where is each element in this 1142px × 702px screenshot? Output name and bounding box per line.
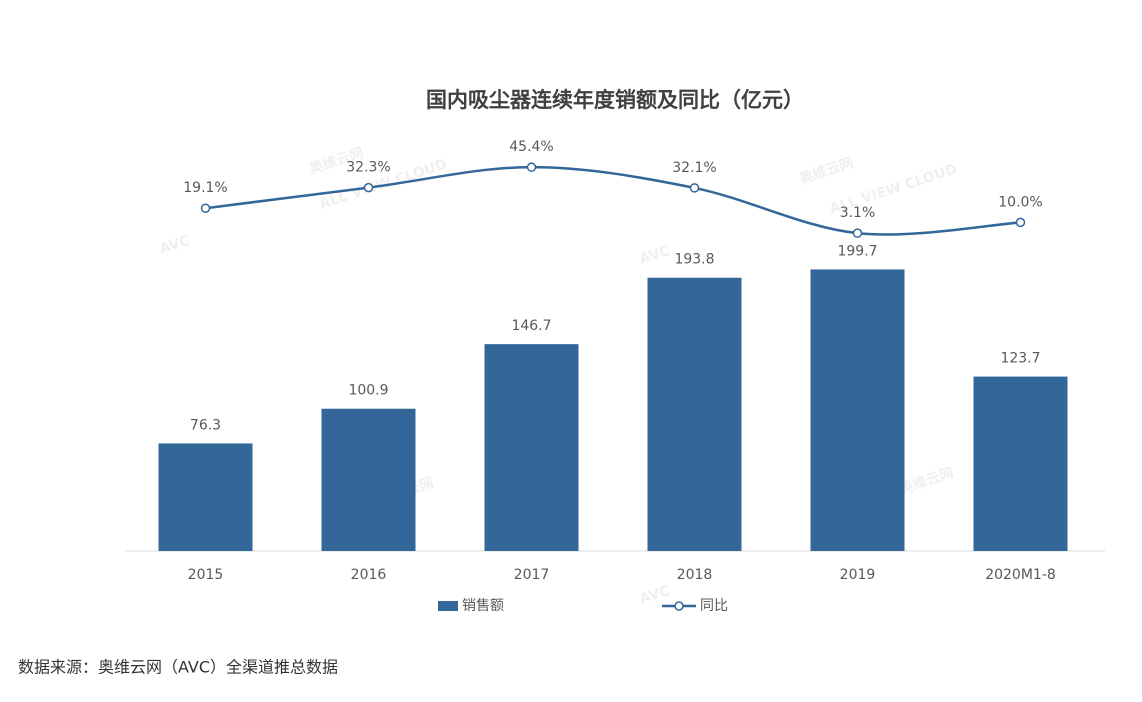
- x-tick-label: 2018: [677, 567, 713, 583]
- bar-value-label: 123.7: [1000, 351, 1040, 367]
- bar: [647, 277, 742, 551]
- line-value-label: 45.4%: [509, 139, 553, 155]
- x-tick-label: 2015: [188, 567, 224, 583]
- bar: [810, 269, 905, 551]
- x-tick-label: 2017: [514, 567, 550, 583]
- line: [205, 165, 1021, 236]
- legend-label: 同比: [700, 598, 728, 614]
- bar: [484, 344, 579, 551]
- bar-value-label: 146.7: [511, 318, 551, 334]
- watermark: 奥维云网: [797, 154, 856, 187]
- line-value-label: 3.1%: [840, 205, 876, 221]
- bar: [973, 376, 1068, 551]
- bar-value-label: 199.7: [837, 243, 877, 259]
- watermark: AVC: [638, 243, 672, 268]
- line-value-label: 32.1%: [672, 160, 716, 176]
- line-marker: [526, 162, 537, 172]
- line-marker: [1015, 217, 1026, 228]
- watermark: AVC: [638, 583, 672, 608]
- line-marker: [689, 183, 700, 193]
- watermark: AVC: [158, 233, 192, 258]
- bar: [158, 443, 253, 551]
- legend-marker: [674, 601, 684, 611]
- legend-swatch: [438, 601, 458, 611]
- bar: [321, 408, 416, 551]
- source-note: 数据来源：奥维云网（AVC）全渠道推总数据: [18, 658, 338, 677]
- line-marker: [852, 228, 863, 238]
- line-value-label: 10.0%: [998, 194, 1042, 210]
- line-marker: [200, 203, 211, 213]
- bar-value-label: 193.8: [674, 252, 714, 268]
- bar-value-label: 76.3: [190, 417, 221, 433]
- line-marker: [363, 182, 374, 193]
- chart-title: 国内吸尘器连续年度销额及同比（亿元）: [426, 88, 804, 112]
- x-tick-label: 2020M1-8: [985, 567, 1056, 583]
- bar-value-label: 100.9: [348, 383, 388, 399]
- legend-label: 销售额: [462, 598, 504, 614]
- line-value-label: 19.1%: [183, 180, 227, 196]
- line-value-label: 32.3%: [346, 160, 390, 176]
- x-tick-label: 2016: [351, 567, 387, 583]
- watermark: 奥维云网: [897, 464, 956, 497]
- x-tick-label: 2019: [840, 567, 876, 583]
